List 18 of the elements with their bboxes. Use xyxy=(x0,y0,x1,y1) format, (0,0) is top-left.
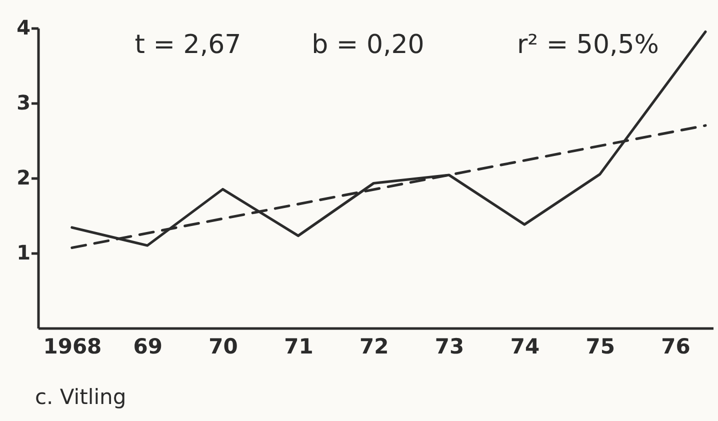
annotation: t = 2,67 xyxy=(134,30,242,60)
x-tick-label: 71 xyxy=(284,334,314,358)
text: c. Vitling xyxy=(35,385,126,409)
x-tick-label: 75 xyxy=(586,334,615,358)
x-tick-label: 70 xyxy=(208,334,238,358)
y-tick-label: 4 xyxy=(16,16,30,40)
annotation: b = 0,20 xyxy=(312,30,424,60)
x-tick-label: 72 xyxy=(359,334,389,358)
line-series xyxy=(70,30,707,247)
x-tick-label: 73 xyxy=(434,334,464,358)
y-tick-label: 2 xyxy=(16,166,30,190)
annotation: r² = 50,5% xyxy=(516,30,660,60)
x-tick-label: 74 xyxy=(510,334,540,358)
y-tick-label: 1 xyxy=(16,240,30,264)
x-tick-label: 1968 xyxy=(43,334,102,358)
y-tick-label: 3 xyxy=(16,90,30,114)
x-tick-label: 69 xyxy=(133,334,162,358)
x-tick-label: 76 xyxy=(661,334,690,358)
